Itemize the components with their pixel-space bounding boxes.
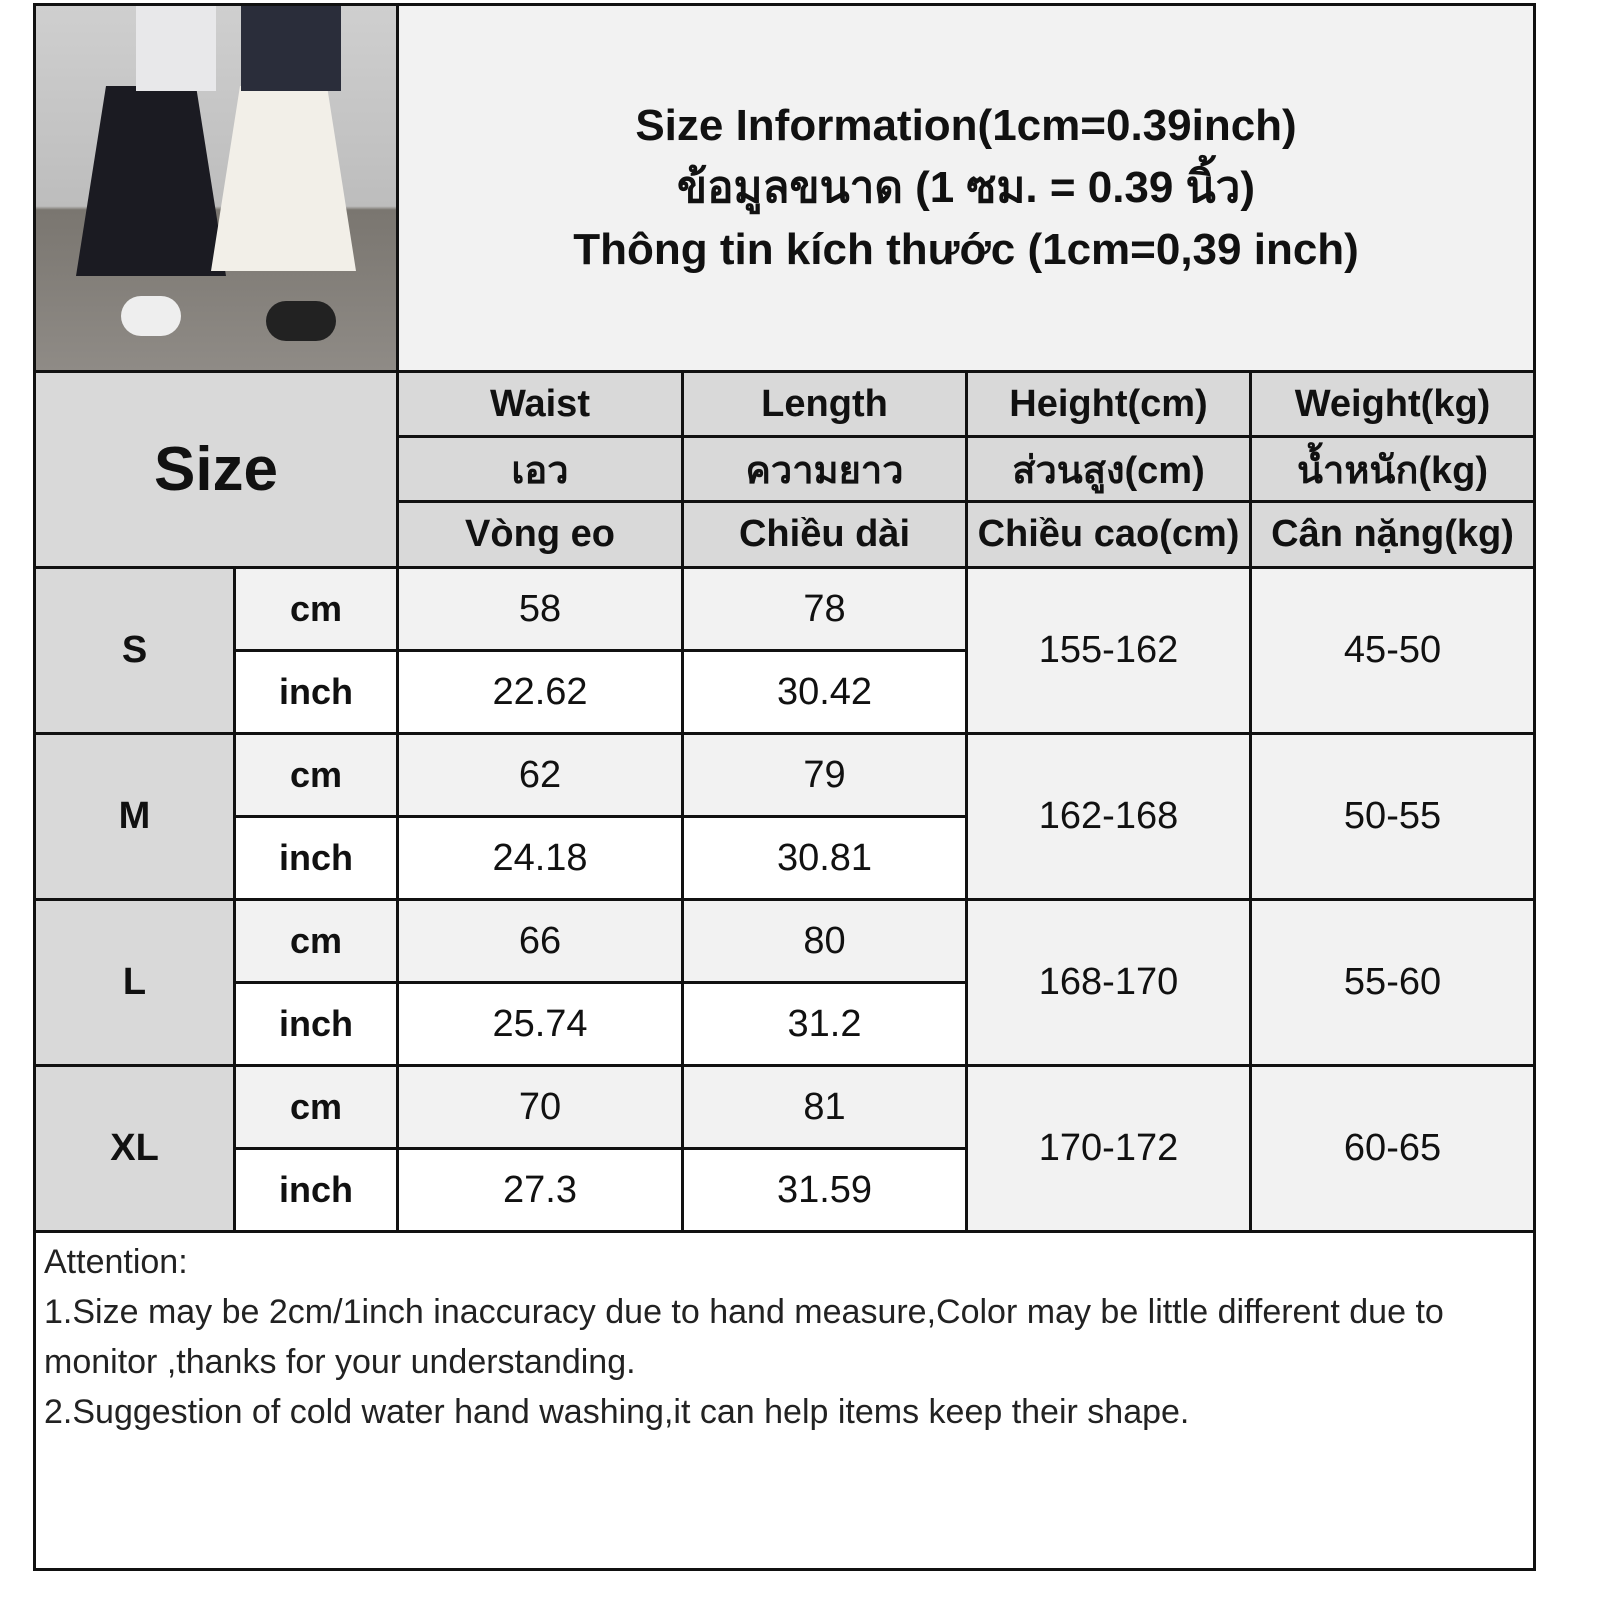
waist-inch: 24.18 xyxy=(396,815,684,901)
unit-label: inch xyxy=(233,815,399,901)
size-chart-table: Size Information(1cm=0.39inch) ข้อมูลขนา… xyxy=(32,3,1537,1571)
waist-cm: 62 xyxy=(396,732,684,818)
length-cm: 78 xyxy=(681,566,968,652)
size-row-cm: XL cm 70 81 170-172 60-65 xyxy=(33,1064,1537,1233)
header-length-vi: Chiều dài xyxy=(681,500,968,569)
waist-cm: 66 xyxy=(396,898,684,984)
size-row-cm: L cm 66 80 168-170 55-60 xyxy=(33,898,1537,1067)
size-row-inch: inch 24.18 30.81 xyxy=(35,815,1535,901)
header-waist-vi: Vòng eo xyxy=(396,500,684,569)
length-cm: 81 xyxy=(681,1064,968,1150)
header-length-en: Length xyxy=(681,370,968,438)
size-info-title: Size Information(1cm=0.39inch) ข้อมูลขนา… xyxy=(395,3,1537,373)
size-row-inch: inch 25.74 31.2 xyxy=(35,981,1535,1067)
size-label: S xyxy=(33,566,236,735)
size-row-cm: M cm 62 79 162-168 50-55 xyxy=(33,732,1537,901)
size-label: XL xyxy=(33,1064,236,1233)
header-length-th: ความยาว xyxy=(681,435,968,503)
size-label: L xyxy=(33,898,236,1067)
header-waist-th: เอว xyxy=(396,435,684,503)
unit-label: cm xyxy=(233,732,399,818)
waist-inch: 22.62 xyxy=(396,649,684,735)
header-weight-vi: Cân nặng(kg) xyxy=(1248,500,1537,569)
length-inch: 31.59 xyxy=(681,1147,968,1233)
waist-inch: 25.74 xyxy=(396,981,684,1067)
weight-range: 50-55 xyxy=(1248,732,1537,901)
header-height-vi: Chiều cao(cm) xyxy=(965,500,1252,569)
header-weight-th: น้ำหนัก(kg) xyxy=(1248,435,1537,503)
header-height-en: Height(cm) xyxy=(965,370,1252,438)
size-row-cm: S cm 58 78 155-162 45-50 xyxy=(33,566,1537,735)
waist-inch: 27.3 xyxy=(396,1147,684,1233)
unit-label: inch xyxy=(233,1147,399,1233)
note-item: 1.Size may be 2cm/1inch inaccuracy due t… xyxy=(44,1293,1444,1381)
unit-label: inch xyxy=(233,649,399,735)
unit-label: inch xyxy=(233,981,399,1067)
length-inch: 30.81 xyxy=(681,815,968,901)
length-cm: 79 xyxy=(681,732,968,818)
length-cm: 80 xyxy=(681,898,968,984)
title-vietnamese: Thông tin kích thước (1cm=0,39 inch) xyxy=(573,225,1359,274)
notes-heading: Attention: xyxy=(44,1243,188,1281)
unit-label: cm xyxy=(233,566,399,652)
height-range: 168-170 xyxy=(965,898,1252,1067)
note-item: 2.Suggestion of cold water hand washing,… xyxy=(44,1393,1190,1431)
height-range: 170-172 xyxy=(965,1064,1252,1233)
size-header: Size xyxy=(33,370,399,569)
header-height-th: ส่วนสูง(cm) xyxy=(965,435,1252,503)
title-english: Size Information(1cm=0.39inch) xyxy=(635,101,1297,150)
attention-notes: Attention: 1.Size may be 2cm/1inch inacc… xyxy=(32,1230,1537,1571)
header-waist-en: Waist xyxy=(396,370,684,438)
length-inch: 30.42 xyxy=(681,649,968,735)
waist-cm: 58 xyxy=(396,566,684,652)
unit-label: cm xyxy=(233,898,399,984)
product-photo xyxy=(33,3,399,373)
header-weight-en: Weight(kg) xyxy=(1248,370,1537,438)
unit-label: cm xyxy=(233,1064,399,1150)
weight-range: 55-60 xyxy=(1248,898,1537,1067)
title-thai: ข้อมูลขนาด (1 ซม. = 0.39 นิ้ว) xyxy=(677,163,1256,212)
size-label: M xyxy=(33,732,236,901)
size-row-inch: inch 27.3 31.59 xyxy=(35,1147,1535,1233)
height-range: 162-168 xyxy=(965,732,1252,901)
weight-range: 45-50 xyxy=(1248,566,1537,735)
size-row-inch: inch 22.62 30.42 xyxy=(35,649,1535,735)
length-inch: 31.2 xyxy=(681,981,968,1067)
waist-cm: 70 xyxy=(396,1064,684,1150)
height-range: 155-162 xyxy=(965,566,1252,735)
weight-range: 60-65 xyxy=(1248,1064,1537,1233)
